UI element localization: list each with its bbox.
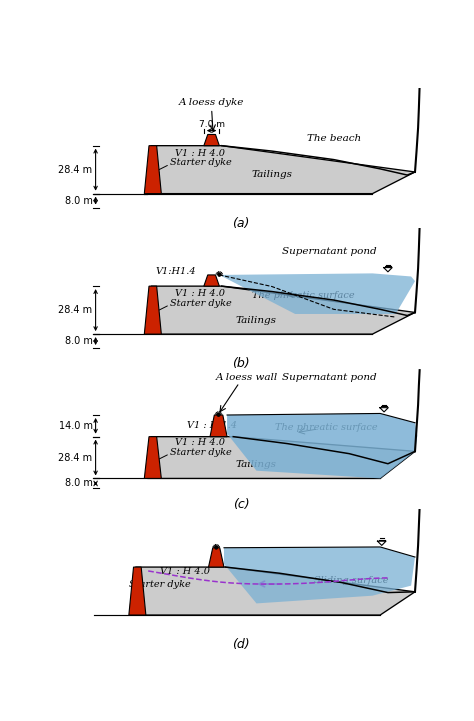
Text: V1:H1.4: V1:H1.4 bbox=[155, 267, 196, 276]
Text: 28.4 m: 28.4 m bbox=[58, 164, 92, 174]
Text: Tailings: Tailings bbox=[251, 169, 292, 179]
Text: (a): (a) bbox=[232, 217, 250, 230]
Polygon shape bbox=[210, 415, 227, 437]
Text: Supernatant pond: Supernatant pond bbox=[282, 373, 376, 381]
Text: Sliding surface: Sliding surface bbox=[314, 576, 389, 585]
Polygon shape bbox=[204, 134, 219, 146]
Polygon shape bbox=[227, 413, 417, 479]
Polygon shape bbox=[147, 437, 415, 479]
Polygon shape bbox=[219, 273, 415, 314]
Text: A loess wall: A loess wall bbox=[216, 373, 278, 381]
Polygon shape bbox=[147, 146, 415, 194]
Text: Starter dyke: Starter dyke bbox=[170, 158, 232, 167]
Text: (d): (d) bbox=[232, 638, 250, 651]
Polygon shape bbox=[129, 567, 146, 615]
Text: The phreatic surface: The phreatic surface bbox=[275, 423, 377, 432]
Text: Supernatant pond: Supernatant pond bbox=[282, 247, 376, 256]
Text: V1 : H 4.0: V1 : H 4.0 bbox=[160, 567, 210, 576]
Text: 8.0 m: 8.0 m bbox=[64, 195, 92, 205]
Text: 8.0 m: 8.0 m bbox=[64, 336, 92, 346]
Text: V1 : H 1.4: V1 : H 1.4 bbox=[187, 421, 237, 430]
Text: Starter dyke: Starter dyke bbox=[170, 298, 232, 308]
Circle shape bbox=[218, 274, 220, 276]
Text: 28.4 m: 28.4 m bbox=[58, 453, 92, 463]
Polygon shape bbox=[147, 286, 415, 334]
Text: (b): (b) bbox=[232, 358, 250, 371]
Polygon shape bbox=[132, 567, 415, 615]
Text: 8.0 m: 8.0 m bbox=[64, 479, 92, 488]
Polygon shape bbox=[224, 547, 415, 603]
Text: V1 : H 4.0: V1 : H 4.0 bbox=[175, 289, 225, 298]
Text: The phreatic surface: The phreatic surface bbox=[252, 291, 354, 300]
Polygon shape bbox=[144, 286, 161, 334]
Text: Starter dyke: Starter dyke bbox=[170, 448, 232, 456]
Circle shape bbox=[215, 547, 218, 549]
Text: A loess dyke: A loess dyke bbox=[179, 98, 244, 107]
Polygon shape bbox=[144, 437, 161, 479]
Text: V1 : H 4.0: V1 : H 4.0 bbox=[175, 149, 225, 158]
Polygon shape bbox=[144, 146, 161, 194]
Polygon shape bbox=[209, 548, 224, 567]
Text: 28.4 m: 28.4 m bbox=[58, 305, 92, 315]
Text: Tailings: Tailings bbox=[236, 460, 277, 469]
Text: Starter dyke: Starter dyke bbox=[129, 580, 191, 588]
Circle shape bbox=[217, 414, 220, 416]
Text: 14.0 m: 14.0 m bbox=[58, 421, 92, 431]
Text: 7.0 m: 7.0 m bbox=[199, 120, 225, 130]
Text: (c): (c) bbox=[233, 497, 249, 510]
Polygon shape bbox=[204, 275, 219, 286]
Text: The beach: The beach bbox=[307, 133, 361, 143]
Text: V1 : H 4.0: V1 : H 4.0 bbox=[175, 438, 225, 447]
Text: Tailings: Tailings bbox=[236, 316, 277, 324]
